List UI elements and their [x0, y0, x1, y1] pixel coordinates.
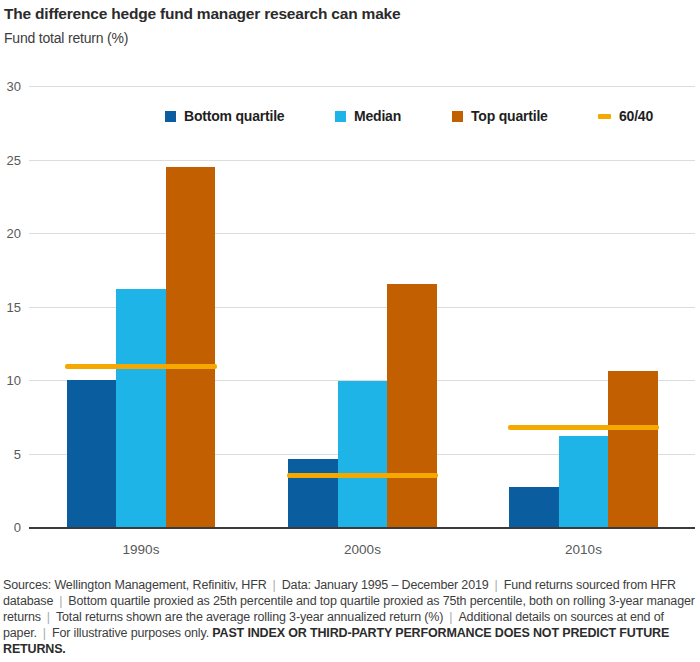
- footnote-separator: |: [267, 578, 282, 592]
- legend-swatch-dash: [598, 114, 611, 119]
- footnote-segment: For illustrative purposes only.: [52, 626, 209, 640]
- footnote: Sources: Wellington Management, Refiniti…: [3, 577, 698, 657]
- chart-subtitle: Fund total return (%): [4, 30, 128, 46]
- legend-item-top-quartile: Top quartile: [452, 108, 548, 124]
- legend-label: Bottom quartile: [184, 108, 284, 124]
- y-axis-tick-label: 5: [0, 447, 21, 462]
- bar-bottom-quartile-2010s: [509, 487, 559, 527]
- footnote-separator: |: [53, 594, 68, 608]
- y-axis-tick-label: 20: [0, 226, 21, 241]
- y-axis-tick-label: 25: [0, 153, 21, 168]
- gridline: [29, 160, 695, 161]
- footnote-separator: |: [41, 610, 56, 624]
- x-axis-line: [29, 527, 695, 529]
- gridline: [29, 86, 695, 87]
- bar-median-2000s: [338, 381, 388, 527]
- bar-bottom-quartile-1990s: [67, 380, 117, 527]
- x-axis-label-1990s: 1990s: [81, 542, 201, 557]
- footnote-segment: Data: January 1995 – December 2019: [282, 578, 489, 592]
- y-axis-tick-label: 15: [0, 300, 21, 315]
- legend-swatch-square: [165, 111, 176, 122]
- bar-bottom-quartile-2000s: [288, 459, 338, 527]
- legend-label: 60/40: [619, 108, 653, 124]
- legend-label: Median: [354, 108, 401, 124]
- chart-title: The difference hedge fund manager resear…: [4, 5, 400, 23]
- legend-swatch-square: [335, 111, 346, 122]
- y-axis-tick-label: 0: [0, 520, 21, 535]
- footnote-segment: Total returns shown are the average roll…: [56, 610, 443, 624]
- legend-label: Top quartile: [471, 108, 548, 124]
- gridline: [29, 233, 695, 234]
- line-60-40-1990s: [65, 364, 217, 369]
- footnote-separator: |: [37, 626, 52, 640]
- legend-item-60-40: 60/40: [598, 108, 653, 124]
- bar-median-1990s: [116, 289, 166, 527]
- footnote-separator: |: [489, 578, 504, 592]
- y-axis-tick-label: 10: [0, 373, 21, 388]
- plot-area: 0510152025301990s2000s2010s: [29, 86, 695, 529]
- bar-median-2010s: [559, 436, 609, 527]
- legend-item-median: Median: [335, 108, 401, 124]
- legend-swatch-square: [452, 111, 463, 122]
- footnote-separator: |: [443, 610, 458, 624]
- chart-figure: The difference hedge fund manager resear…: [0, 0, 700, 662]
- y-axis-tick-label: 30: [0, 79, 21, 94]
- footnote-segment: Sources: Wellington Management, Refiniti…: [3, 578, 267, 592]
- legend-item-bottom-quartile: Bottom quartile: [165, 108, 284, 124]
- bar-top-quartile-2010s: [608, 371, 658, 527]
- bar-top-quartile-1990s: [166, 167, 216, 527]
- line-60-40-2010s: [508, 425, 660, 430]
- line-60-40-2000s: [287, 473, 439, 478]
- x-axis-label-2000s: 2000s: [303, 542, 423, 557]
- bar-top-quartile-2000s: [387, 284, 437, 527]
- x-axis-label-2010s: 2010s: [524, 542, 644, 557]
